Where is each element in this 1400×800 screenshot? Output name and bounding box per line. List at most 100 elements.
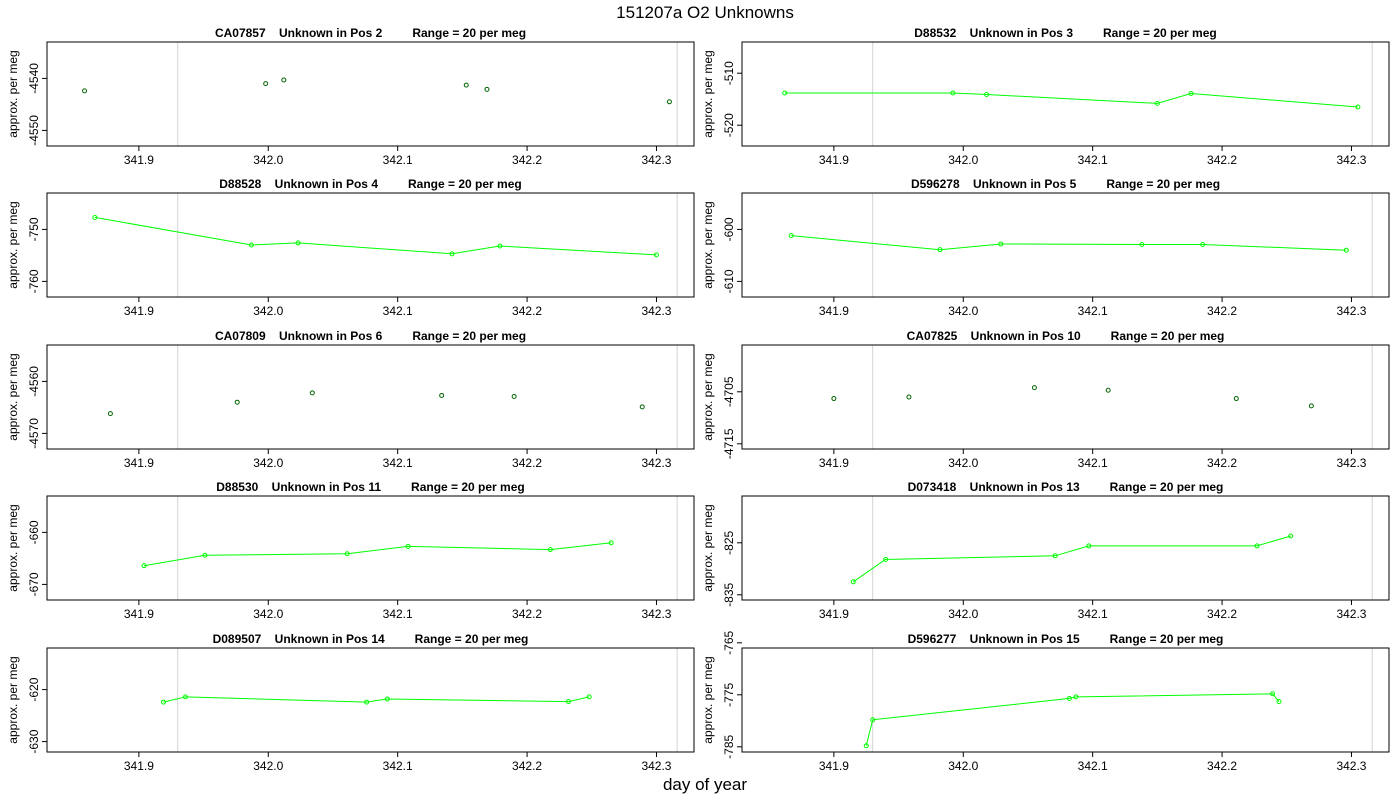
- panel-7-point-1: [141, 563, 147, 569]
- panel-1-point-2: [263, 81, 269, 87]
- panel-3-point-2: [248, 242, 254, 248]
- panel-2-xtick-label-5: 342.3: [1336, 153, 1366, 167]
- panel-9-frame: [46, 647, 695, 753]
- panel-6-xtick-label-2: 342.0: [948, 456, 978, 470]
- panel-9-ytick-label-1: -620: [27, 677, 41, 701]
- panel-9-title: D089507 Unknown in Pos 14 Range = 20 per…: [213, 632, 529, 646]
- panel-8-title-part-1: D073418: [908, 480, 957, 494]
- panel-7-y-axis-label: approx. per meg: [6, 504, 20, 591]
- panel-9-ytick-label-2: -630: [27, 729, 41, 753]
- panel-9-xtick-label-3: 342.1: [383, 759, 413, 773]
- panel-1-point-6: [666, 99, 672, 105]
- panel-10-xtick-label-4: 342.2: [1207, 759, 1237, 773]
- panel-6: CA07825 Unknown in Pos 10 Range = 20 per…: [701, 329, 1390, 470]
- panel-2-xtick-label-1: 341.9: [819, 153, 849, 167]
- panel-10-point-6: [1276, 699, 1282, 705]
- panel-9-point-4: [384, 696, 390, 702]
- panel-6-title-part-2: Unknown in Pos 10: [957, 329, 1081, 343]
- panel-6-xtick-label-3: 342.1: [1078, 456, 1108, 470]
- panel-2-xtick-label-2: 342.0: [948, 153, 978, 167]
- panel-10-title-part-2: Unknown in Pos 15: [956, 632, 1080, 646]
- panel-6-xtick-label-1: 341.9: [819, 456, 849, 470]
- panel-9-xtick-label-4: 342.2: [512, 759, 542, 773]
- panel-6-ytick-label-2: -4715: [722, 428, 736, 459]
- panel-8-title-part-2: Unknown in Pos 13: [956, 480, 1080, 494]
- panel-3-frame: [46, 192, 695, 298]
- panel-8-point-5: [1254, 543, 1260, 549]
- panel-2-point-6: [1355, 104, 1361, 110]
- panel-5-y-axis-label: approx. per meg: [6, 353, 20, 440]
- panel-8-xtick-label-2: 342.0: [948, 607, 978, 621]
- panel-9-xtick-label-2: 342.0: [253, 759, 283, 773]
- panel-9-xtick-label-1: 341.9: [124, 759, 154, 773]
- panel-10-point-5: [1270, 691, 1276, 697]
- panel-4-ytick-label-1: -600: [722, 217, 736, 241]
- panel-5-frame: [46, 344, 695, 450]
- panel-7-ytick-label-1: -660: [27, 520, 41, 544]
- panel-8-title-part-3: Range = 20 per meg: [1080, 480, 1224, 494]
- panel-1-title: CA07857 Unknown in Pos 2 Range = 20 per …: [215, 26, 526, 40]
- panel-7-title-part-1: D88530: [216, 480, 258, 494]
- panel-10-title-part-1: D596277: [908, 632, 957, 646]
- panel-9: D089507 Unknown in Pos 14 Range = 20 per…: [6, 632, 695, 773]
- panel-9-point-6: [586, 694, 592, 700]
- panel-2-point-3: [984, 92, 990, 98]
- panel-8-point-6: [1288, 533, 1294, 539]
- panel-1-title-part-2: Unknown in Pos 2: [266, 26, 383, 40]
- panel-10-xtick-label-5: 342.3: [1336, 759, 1366, 773]
- x-axis-title: day of year: [662, 775, 748, 794]
- panel-9-point-5: [565, 699, 571, 705]
- panel-5-point-2: [234, 399, 240, 405]
- panel-1-ytick-label-2: -4550: [27, 115, 41, 146]
- panel-9-y-axis-label: approx. per meg: [6, 656, 20, 743]
- panel-7-title-part-2: Unknown in Pos 11: [258, 480, 381, 494]
- panel-1: CA07857 Unknown in Pos 2 Range = 20 per …: [6, 26, 695, 167]
- panel-10-ytick-label-2: -775: [722, 682, 736, 706]
- panel-8-y-axis-label: approx. per meg: [701, 504, 715, 591]
- panel-5-xtick-label-1: 341.9: [124, 456, 154, 470]
- panel-7-frame: [46, 495, 695, 601]
- panel-8-ytick-label-2: -835: [722, 582, 736, 606]
- panel-5-point-5: [511, 393, 517, 399]
- panel-9-title-part-2: Unknown in Pos 14: [261, 632, 385, 646]
- panel-3-xtick-label-4: 342.2: [512, 304, 542, 318]
- panel-2-xtick-label-3: 342.1: [1078, 153, 1108, 167]
- panel-8-point-4: [1086, 543, 1092, 549]
- panel-3-series-line: [94, 216, 657, 256]
- panel-3-xtick-label-3: 342.1: [383, 304, 413, 318]
- panel-6-point-4: [1105, 387, 1111, 393]
- panel-5-title-part-3: Range = 20 per meg: [382, 329, 526, 343]
- panel-5-ytick-label-2: -4570: [27, 418, 41, 449]
- panel-1-frame: [46, 41, 695, 147]
- panel-6-y-axis-label: approx. per meg: [701, 353, 715, 440]
- panel-1-point-5: [484, 86, 490, 92]
- panel-6-ytick-label-1: -4705: [722, 376, 736, 407]
- panel-10-xtick-label-2: 342.0: [948, 759, 978, 773]
- panel-4-point-3: [998, 241, 1004, 247]
- panel-8-xtick-label-1: 341.9: [819, 607, 849, 621]
- panel-8-ytick-label-1: -825: [722, 530, 736, 554]
- panel-7-xtick-label-5: 342.3: [641, 607, 671, 621]
- panel-7-ytick-label-2: -670: [27, 572, 41, 596]
- panel-3-point-5: [497, 243, 503, 249]
- panel-4-xtick-label-1: 341.9: [819, 304, 849, 318]
- panel-4-point-2: [937, 247, 943, 253]
- panel-9-point-2: [182, 694, 188, 700]
- panel-5-ytick-label-1: -4560: [27, 366, 41, 397]
- panel-4-xtick-label-2: 342.0: [948, 304, 978, 318]
- panel-2-xtick-label-4: 342.2: [1207, 153, 1237, 167]
- panel-1-xtick-label-3: 342.1: [383, 153, 413, 167]
- panel-2-title-part-2: Unknown in Pos 3: [956, 26, 1073, 40]
- panel-6-title: CA07825 Unknown in Pos 10 Range = 20 per…: [907, 329, 1225, 343]
- panel-8-xtick-label-3: 342.1: [1078, 607, 1108, 621]
- panel-5-point-3: [309, 390, 315, 396]
- panel-10-ytick-label-1: -765: [722, 630, 736, 654]
- panel-5-xtick-label-5: 342.3: [641, 456, 671, 470]
- panel-4-xtick-label-4: 342.2: [1207, 304, 1237, 318]
- panel-6-title-part-3: Range = 20 per meg: [1081, 329, 1225, 343]
- panel-8-xtick-label-5: 342.3: [1336, 607, 1366, 621]
- panel-7-xtick-label-4: 342.2: [512, 607, 542, 621]
- panel-6-frame: [741, 344, 1390, 450]
- panel-8-point-1: [850, 579, 856, 585]
- panel-5-xtick-label-4: 342.2: [512, 456, 542, 470]
